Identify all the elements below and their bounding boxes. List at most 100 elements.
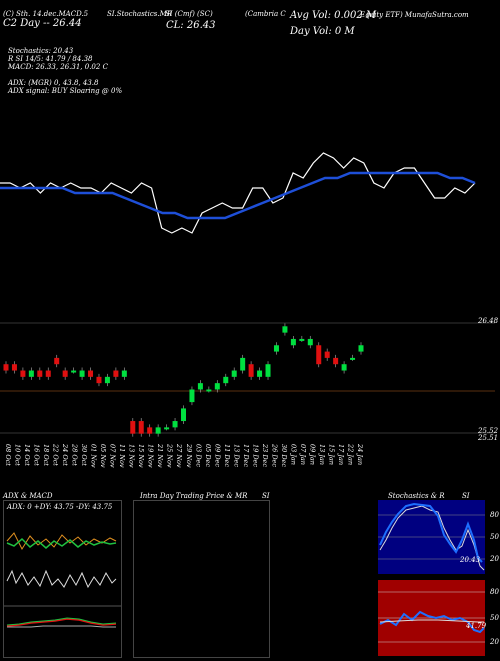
candle [164, 427, 170, 430]
header-stochastics: SI.Stochastics.MR [107, 10, 173, 18]
candle [155, 427, 161, 434]
candle [282, 326, 288, 333]
date-tick: 13 Jan [318, 444, 326, 465]
candle [316, 345, 322, 365]
stoch-panel-si: SI [462, 492, 470, 500]
date-tick: 11 Nov [118, 444, 126, 468]
stoch-d-line [379, 505, 485, 571]
date-tick: 10 Oct [14, 444, 22, 466]
adx-line [6, 569, 117, 589]
date-tick: 18 Oct [42, 444, 50, 466]
stoch-panel-title: Stochastics & R [388, 492, 445, 500]
candle [130, 421, 136, 434]
macd-readout: MACD: 26.33, 26.31, 0.02 C [8, 63, 108, 71]
adx-panel-title: ADX & MACD [3, 492, 53, 500]
candle [172, 421, 178, 428]
stoch-tick-80: 80 [490, 511, 499, 519]
date-tick: 22 Oct [52, 443, 60, 466]
candle [104, 376, 110, 384]
date-tick: 03 Jan [289, 444, 297, 465]
date-tick: 15 Jan [327, 444, 335, 465]
candle [324, 351, 330, 358]
date-tick: 17 Dec [242, 444, 250, 467]
rsi-chart [378, 591, 485, 643]
candle [79, 370, 85, 377]
candle [240, 357, 246, 371]
candle [28, 370, 34, 377]
date-tick: 17 Jan [337, 444, 345, 465]
date-tick: 29 Nov [185, 443, 193, 468]
candle [214, 383, 220, 390]
candle [257, 370, 263, 377]
intraday-si: SI [262, 492, 270, 500]
candle [62, 370, 68, 377]
adx-macd-chart [4, 532, 121, 628]
date-tick: 30 Oct [80, 444, 88, 466]
candle [37, 370, 43, 377]
date-tick: 05 Nov [99, 444, 107, 468]
candle [231, 370, 237, 377]
candle [3, 364, 9, 371]
date-tick: 09 Dec [213, 444, 221, 467]
candle [54, 357, 60, 365]
stochastics-readout: Stochastics: 20.43 [8, 47, 74, 55]
macd-zero-line [7, 625, 116, 628]
candle [358, 345, 364, 352]
date-tick: 24 Oct [61, 443, 69, 466]
stochastics-panel: 20.43 [378, 500, 485, 574]
rsi-readout: R SI 14/5: 41.79 / 84.38 [8, 55, 93, 63]
rsi-tick-80: 80 [490, 588, 499, 596]
date-tick: 07 Nov [109, 444, 117, 468]
date-tick: 21 Nov [156, 443, 164, 468]
candle [20, 370, 26, 377]
date-tick: 13 Nov [128, 444, 136, 468]
price-label-bottom: 25.52 [478, 427, 499, 435]
price-line-layer [0, 152, 476, 234]
date-tick: 15 Nov [137, 444, 145, 468]
candle [45, 370, 51, 377]
rsi-tick-20: 20 [490, 638, 499, 646]
adx-readout: ADX: (MGR) 0, 43.8, 43.8 [8, 79, 99, 87]
rsi-value: 41.79 [466, 622, 487, 630]
header-si: SI (Cmf) (SC) [165, 10, 213, 18]
candle [181, 408, 186, 422]
stoch-tick-50: 50 [490, 533, 499, 541]
date-tick: 27 Nov [175, 443, 183, 468]
candle [113, 370, 119, 377]
candle [11, 364, 17, 371]
candle [121, 370, 127, 377]
close-label: CL: 26.43 [166, 20, 216, 31]
avg-volume: Avg Vol: 0.002 M [290, 10, 377, 21]
date-tick: 23 Dec [261, 443, 269, 467]
candle [96, 376, 102, 384]
adx-panel-values: ADX: 0 +DY: 43.75 -DY: 43.75 [7, 503, 113, 511]
moving-average-line [0, 171, 476, 220]
candle [265, 364, 271, 377]
date-tick: 08 Oct [4, 444, 12, 466]
candle [350, 357, 356, 360]
adx-signal: ADX signal: BUY Sloaring @ 0% [8, 87, 123, 95]
macd-signal-line [6, 618, 117, 627]
date-tick: 28 Oct [71, 443, 79, 466]
date-tick: 22 Jan [346, 443, 354, 465]
date-tick: 07 Jan [299, 444, 307, 465]
date-tick: 25 Nov [166, 443, 174, 468]
header-sth: (C) Sth. 14.dec.MACD.5 [3, 10, 89, 18]
date-tick: 03 Dec [194, 444, 202, 467]
rsi-tick-50: 50 [490, 614, 499, 622]
stochastics-chart [378, 502, 485, 571]
candle [197, 383, 203, 390]
candle [248, 364, 254, 377]
candle [223, 376, 229, 384]
candle [206, 389, 212, 392]
date-tick: 19 Nov [147, 444, 155, 468]
adx-macd-panel: ADX: 0 +DY: 43.75 -DY: 43.75 [3, 500, 122, 658]
rsi-panel: 41.79 [378, 580, 487, 656]
date-axis: 08 Oct 10 Oct 14 Oct 16 Oct 18 Oct 22 Oct 24 O… [4, 443, 364, 468]
price-line [0, 152, 476, 234]
price-label-bottom2: 25.51 [478, 434, 499, 442]
candle [299, 338, 305, 341]
dy-plus-line [6, 537, 117, 549]
dy-minus-line [6, 532, 117, 551]
intraday-panel [133, 500, 270, 658]
